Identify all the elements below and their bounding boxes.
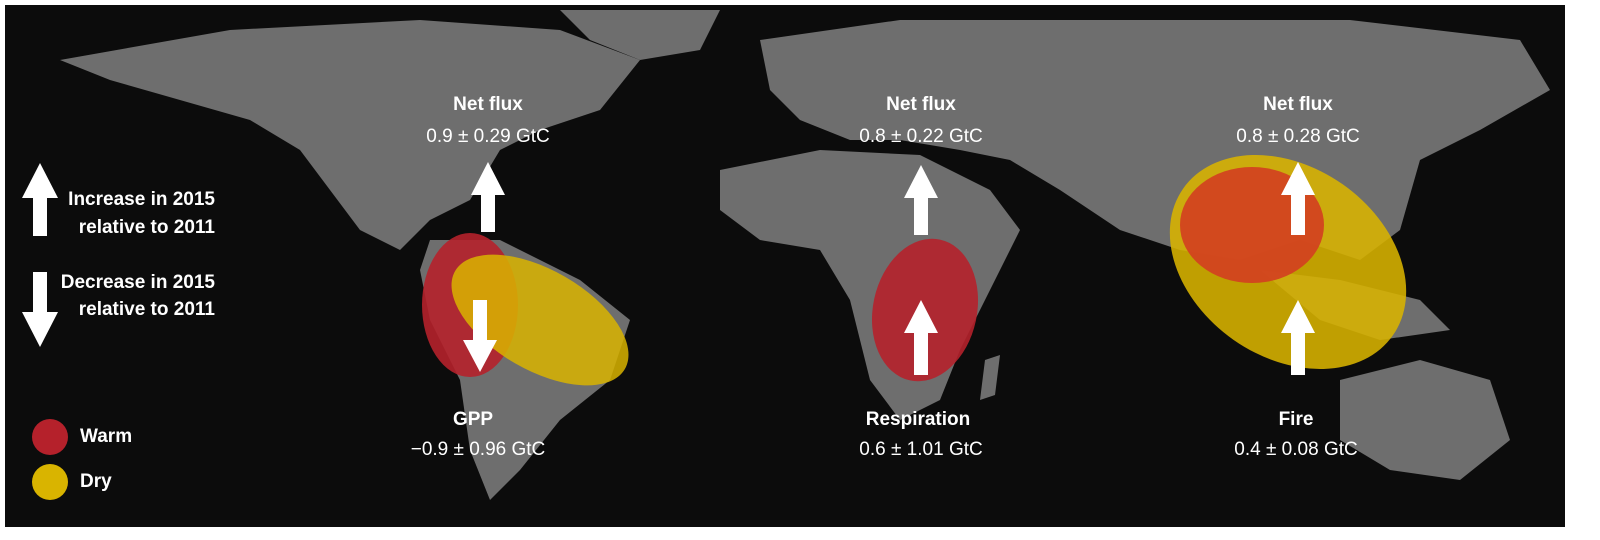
legend-label: Warm: [80, 426, 132, 447]
dry-zone: [451, 254, 629, 386]
up-arrow: [904, 165, 938, 235]
flux-value: −0.9 ± 0.96 GtC: [411, 439, 546, 460]
flux-value: 0.6 ± 1.01 GtC: [859, 439, 982, 460]
flux-label: Net flux: [1263, 94, 1333, 115]
flux-label: Respiration: [866, 409, 971, 430]
flux-value: 0.8 ± 0.28 GtC: [1236, 126, 1359, 147]
flux-value: 0.8 ± 0.22 GtC: [859, 126, 982, 147]
flux-value: 0.9 ± 0.29 GtC: [426, 126, 549, 147]
flux-value: 0.4 ± 0.08 GtC: [1234, 439, 1357, 460]
warm-zone: [1180, 167, 1324, 283]
legend-down-arrow: [22, 272, 58, 347]
down-arrow: [463, 300, 497, 372]
up-arrow: [1281, 162, 1315, 235]
legend-text: relative to 2011: [79, 299, 216, 320]
flux-label: GPP: [453, 409, 493, 430]
madagascar: [980, 355, 1000, 400]
greenland: [560, 10, 720, 60]
legend-swatch: [32, 464, 68, 500]
north-america: [60, 20, 640, 250]
flux-label: Net flux: [886, 94, 956, 115]
up-arrow: [1281, 300, 1315, 375]
legend-up-arrow: [22, 163, 58, 236]
legend-label: Dry: [80, 471, 112, 492]
up-arrow: [471, 162, 505, 232]
legend-text: relative to 2011: [79, 217, 216, 238]
legend-text: Decrease in 2015: [61, 272, 216, 293]
up-arrow: [904, 300, 938, 375]
legend-swatch: [32, 419, 68, 455]
flux-label: Net flux: [453, 94, 523, 115]
australia: [1340, 360, 1510, 480]
legend-text: Increase in 2015: [68, 189, 215, 210]
legend-colors: Warm Dry: [32, 419, 132, 500]
flux-label: Fire: [1279, 409, 1314, 430]
